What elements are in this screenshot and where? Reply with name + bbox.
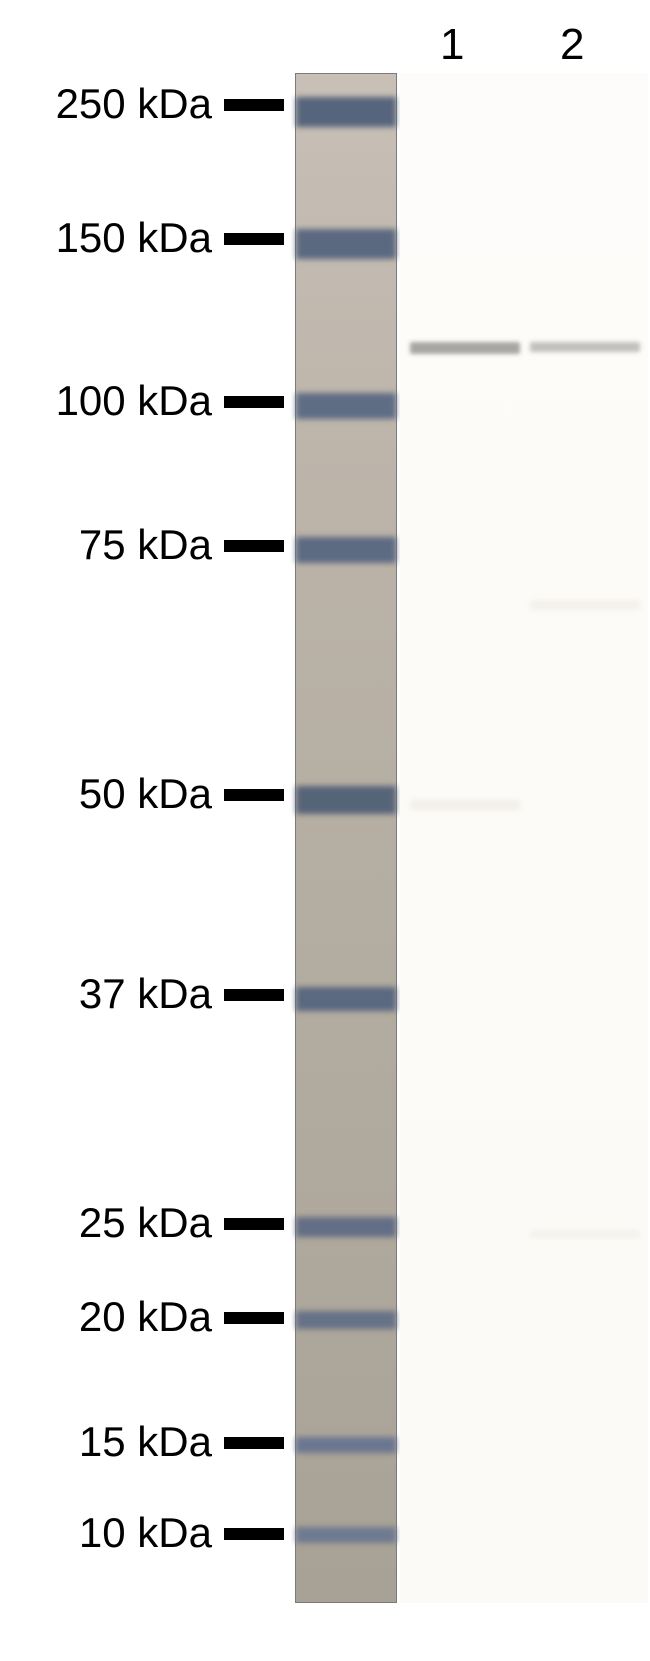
ladder-band — [296, 1311, 396, 1329]
marker-label: 10 kDa — [79, 1509, 212, 1557]
ladder-band — [296, 987, 396, 1011]
western-blot: 1 2 250 kDa 150 kDa 100 kDa 75 kDa 50 kDa 37 k… — [0, 0, 650, 1661]
marker-label: 25 kDa — [79, 1199, 212, 1247]
marker-label: 100 kDa — [56, 377, 212, 425]
sample-band — [530, 342, 640, 352]
marker-tick — [224, 396, 284, 408]
marker-label: 50 kDa — [79, 770, 212, 818]
marker-tick — [224, 989, 284, 1001]
ladder-band — [296, 1437, 396, 1453]
marker-label: 37 kDa — [79, 970, 212, 1018]
marker-label: 150 kDa — [56, 214, 212, 262]
marker-tick — [224, 1437, 284, 1449]
lane-header-2: 2 — [560, 20, 584, 70]
ladder-band — [296, 537, 396, 563]
marker-tick — [224, 1312, 284, 1324]
marker-tick — [224, 540, 284, 552]
sample-band — [410, 342, 520, 354]
ladder-band — [296, 1527, 396, 1543]
sample-area — [400, 73, 648, 1603]
ladder-band — [296, 393, 396, 419]
marker-tick — [224, 789, 284, 801]
ladder-band — [296, 786, 396, 814]
marker-tick — [224, 1218, 284, 1230]
lane-1 — [410, 73, 520, 1603]
ladder-band — [296, 97, 396, 127]
marker-tick — [224, 1528, 284, 1540]
ladder-band — [296, 1217, 396, 1237]
marker-tick — [224, 99, 284, 111]
marker-label: 15 kDa — [79, 1418, 212, 1466]
marker-label: 20 kDa — [79, 1293, 212, 1341]
lane-2 — [530, 73, 640, 1603]
ladder-lane — [295, 73, 397, 1603]
marker-tick — [224, 233, 284, 245]
ladder-band — [296, 229, 396, 259]
lane-header-1: 1 — [440, 20, 464, 70]
marker-label: 250 kDa — [56, 80, 212, 128]
marker-label: 75 kDa — [79, 521, 212, 569]
